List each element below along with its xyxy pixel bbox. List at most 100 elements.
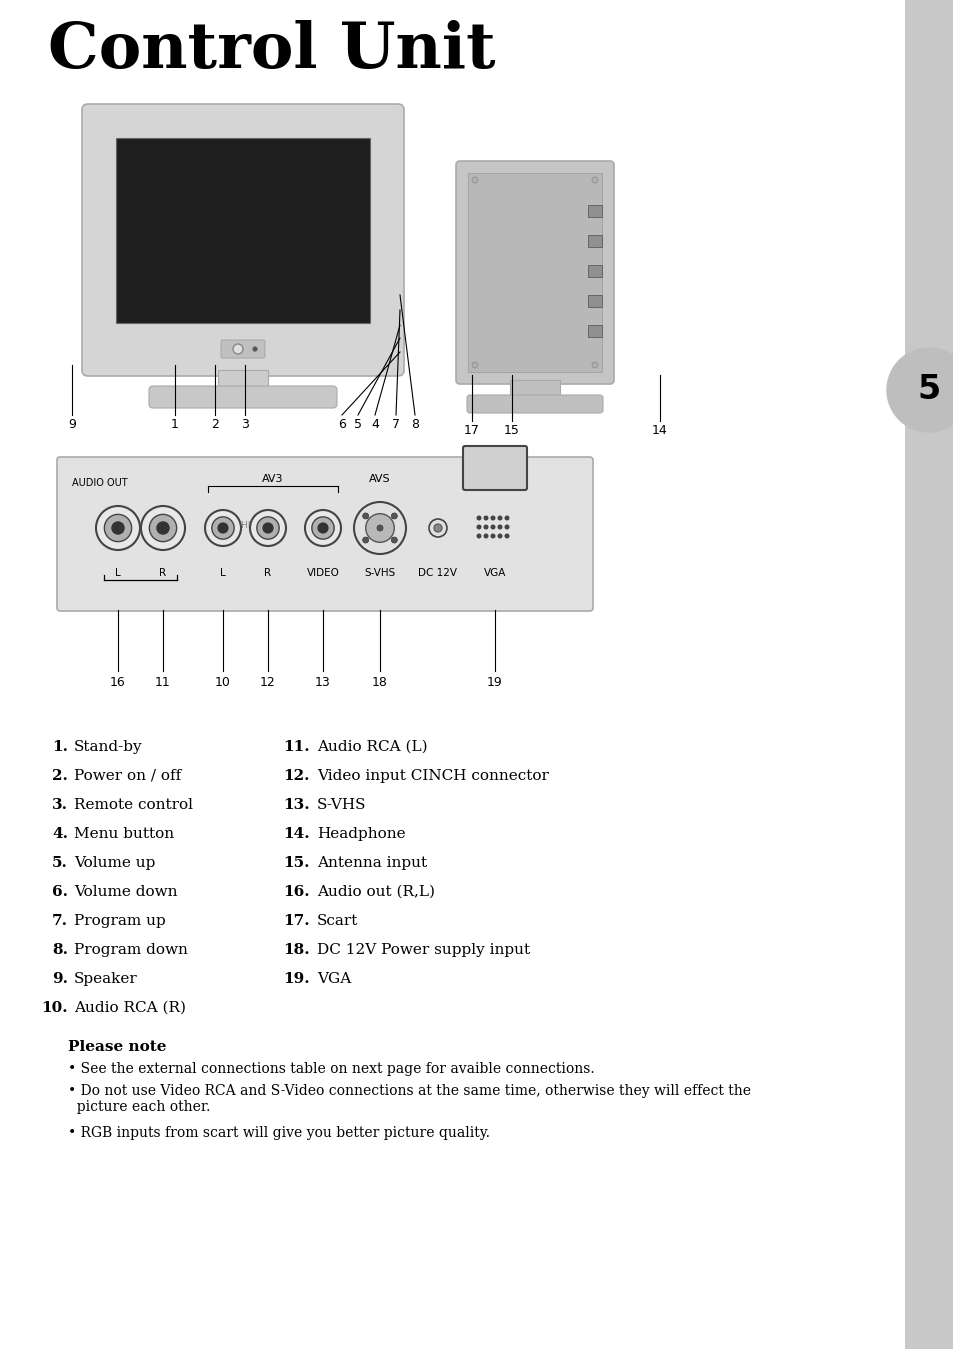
Text: 5: 5 <box>917 374 940 406</box>
Circle shape <box>253 347 257 352</box>
Circle shape <box>365 514 394 542</box>
Text: 18.: 18. <box>283 943 310 956</box>
Text: Audio out (R,L): Audio out (R,L) <box>316 885 435 898</box>
FancyBboxPatch shape <box>221 340 265 357</box>
Text: 11: 11 <box>155 676 171 689</box>
Text: Volume up: Volume up <box>74 857 155 870</box>
Text: 5: 5 <box>354 418 361 430</box>
Text: S-VHS: S-VHS <box>316 799 366 812</box>
Text: 19: 19 <box>487 676 502 689</box>
Circle shape <box>472 177 477 183</box>
Circle shape <box>317 523 328 533</box>
Text: Volume down: Volume down <box>74 885 177 898</box>
Circle shape <box>250 510 286 546</box>
Circle shape <box>362 513 368 519</box>
Text: Menu button: Menu button <box>74 827 174 840</box>
Bar <box>587 295 601 308</box>
Text: 7.: 7. <box>52 915 68 928</box>
Text: Audio RCA (L): Audio RCA (L) <box>316 741 427 754</box>
Text: 10.: 10. <box>41 1001 68 1014</box>
Text: DC 12V Power supply input: DC 12V Power supply input <box>316 943 530 956</box>
Text: S-VHS: S-VHS <box>364 568 395 577</box>
Text: 8: 8 <box>411 418 418 430</box>
Bar <box>218 370 268 390</box>
Circle shape <box>476 517 480 519</box>
Text: Remote control: Remote control <box>74 799 193 812</box>
Text: Power on / off: Power on / off <box>74 769 181 782</box>
Bar <box>510 380 559 398</box>
Circle shape <box>305 510 340 546</box>
Text: 14: 14 <box>652 424 667 437</box>
Text: Scart: Scart <box>316 915 358 928</box>
Text: Speaker: Speaker <box>74 973 137 986</box>
Text: R: R <box>264 568 272 577</box>
Bar <box>116 138 370 322</box>
Text: 7: 7 <box>392 418 399 430</box>
Text: AVS: AVS <box>369 473 391 484</box>
Text: 4.: 4. <box>52 827 68 840</box>
Text: DC 12V: DC 12V <box>418 568 457 577</box>
Circle shape <box>592 177 598 183</box>
Text: AUDIO OUT: AUDIO OUT <box>71 478 128 488</box>
Circle shape <box>96 506 140 550</box>
Text: 3: 3 <box>241 418 249 430</box>
FancyBboxPatch shape <box>456 161 614 384</box>
Circle shape <box>505 534 508 538</box>
FancyBboxPatch shape <box>467 395 602 413</box>
Circle shape <box>429 519 447 537</box>
Text: AV3: AV3 <box>262 473 283 484</box>
Text: 19.: 19. <box>283 973 310 986</box>
Text: L: L <box>115 568 121 577</box>
Text: 11.: 11. <box>283 741 310 754</box>
Text: Audio RCA (R): Audio RCA (R) <box>74 1001 186 1014</box>
Bar <box>468 173 601 372</box>
Bar <box>587 264 601 277</box>
Text: 17.: 17. <box>283 915 310 928</box>
Circle shape <box>156 522 169 534</box>
Circle shape <box>472 362 477 368</box>
Circle shape <box>233 344 243 353</box>
Text: R: R <box>159 568 167 577</box>
Text: 12.: 12. <box>283 769 310 782</box>
Circle shape <box>592 362 598 368</box>
Text: Control Unit: Control Unit <box>48 20 496 81</box>
Text: • Do not use Video RCA and S-Video connections at the same time, otherwise they : • Do not use Video RCA and S-Video conne… <box>68 1085 750 1114</box>
Circle shape <box>476 525 480 529</box>
Circle shape <box>376 525 382 532</box>
Text: 17: 17 <box>463 424 479 437</box>
Text: L: L <box>220 568 226 577</box>
Text: Stand-by: Stand-by <box>74 741 143 754</box>
Text: Program up: Program up <box>74 915 166 928</box>
Circle shape <box>505 517 508 519</box>
Circle shape <box>484 534 487 538</box>
Text: 16.: 16. <box>283 885 310 898</box>
Circle shape <box>491 517 495 519</box>
Text: VGA: VGA <box>483 568 506 577</box>
FancyBboxPatch shape <box>57 457 593 611</box>
Circle shape <box>391 513 396 519</box>
Bar <box>904 0 953 1349</box>
FancyBboxPatch shape <box>82 104 403 376</box>
Circle shape <box>491 534 495 538</box>
Text: VGA: VGA <box>316 973 351 986</box>
Bar <box>587 235 601 247</box>
Circle shape <box>312 517 334 540</box>
Text: Antenna input: Antenna input <box>316 857 427 870</box>
Circle shape <box>205 510 241 546</box>
Text: VIDEO: VIDEO <box>306 568 339 577</box>
Bar <box>587 205 601 217</box>
Circle shape <box>217 523 228 533</box>
Text: 12: 12 <box>260 676 275 689</box>
Circle shape <box>212 517 233 540</box>
Circle shape <box>484 517 487 519</box>
Circle shape <box>505 525 508 529</box>
Circle shape <box>434 523 441 532</box>
Circle shape <box>476 534 480 538</box>
Text: 10: 10 <box>214 676 231 689</box>
Circle shape <box>150 514 176 542</box>
Circle shape <box>491 525 495 529</box>
Text: 3.: 3. <box>52 799 68 812</box>
Circle shape <box>484 525 487 529</box>
Text: 16: 16 <box>110 676 126 689</box>
FancyBboxPatch shape <box>149 386 336 407</box>
